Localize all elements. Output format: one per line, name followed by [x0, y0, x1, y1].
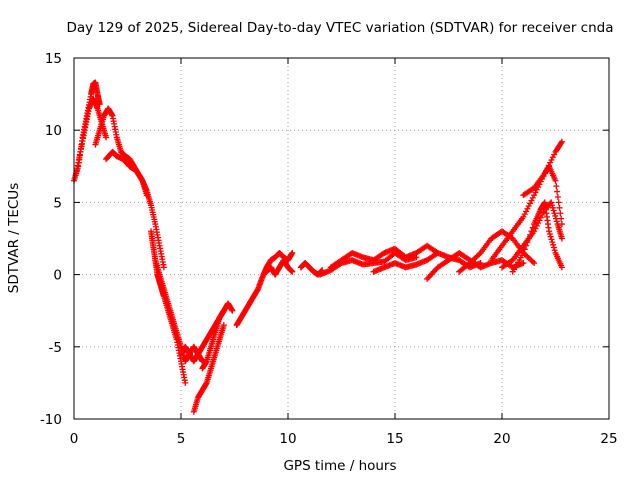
data-point: [289, 249, 296, 256]
data-point: [553, 183, 560, 190]
data-point: [524, 205, 531, 212]
data-point: [520, 249, 527, 256]
data-point: [558, 215, 565, 222]
data-point: [555, 199, 562, 206]
plot-frame: [73, 57, 610, 420]
data-point: [527, 200, 534, 207]
data-point: [557, 210, 564, 217]
data-point: [229, 307, 236, 314]
data-point: [525, 203, 532, 210]
y-tick-label: 5: [53, 195, 62, 211]
data-point: [531, 260, 538, 267]
data-point: [548, 199, 555, 206]
data-point: [550, 244, 557, 251]
data-point: [558, 264, 565, 271]
data-point: [103, 134, 110, 141]
data-point: [529, 224, 536, 231]
data-point: [529, 194, 536, 201]
data-point: [160, 264, 167, 271]
data-point: [532, 189, 539, 196]
x-tick-label: 0: [70, 431, 79, 447]
x-tick-label: 20: [493, 431, 510, 447]
data-point: [537, 214, 544, 221]
data-point: [520, 213, 527, 220]
data-point: [548, 156, 555, 163]
data-point: [553, 218, 560, 225]
data-point: [523, 242, 530, 249]
y-tick-label: 15: [45, 51, 62, 67]
data-marks: [71, 79, 565, 415]
data-point: [528, 228, 535, 235]
data-point: [527, 231, 534, 238]
data-point: [220, 322, 227, 329]
data-point: [550, 207, 557, 214]
chart-title: Day 129 of 2025, Sidereal Day-to-day VTE…: [67, 20, 614, 36]
x-tick-label: 15: [386, 431, 403, 447]
data-point: [521, 246, 528, 253]
data-point: [558, 221, 565, 228]
data-point: [547, 159, 554, 166]
data-point: [546, 228, 553, 235]
y-tick-label: -10: [40, 412, 62, 428]
data-point: [547, 233, 554, 240]
data-point: [528, 197, 535, 204]
data-point: [549, 239, 556, 246]
axis-ticks: 0 5 10 15 20 25 -10 -5 0 5 10 15: [40, 51, 618, 447]
x-axis-label: GPS time / hours: [283, 458, 396, 474]
data-point: [553, 215, 560, 222]
data-point: [520, 260, 527, 267]
data-point: [476, 251, 483, 258]
data-point: [549, 202, 556, 209]
data-point: [558, 138, 565, 145]
y-tick-label: -5: [49, 340, 62, 356]
data-point: [556, 204, 563, 211]
data-point: [551, 151, 558, 158]
data-point: [552, 212, 559, 219]
y-axis-label: SDTVAR / TECUs: [6, 183, 22, 293]
data-point: [524, 239, 531, 246]
data-point: [554, 193, 561, 200]
data-point: [532, 225, 539, 232]
data-point: [551, 210, 558, 217]
data-point: [508, 258, 515, 265]
data-point: [546, 230, 553, 237]
data-point: [549, 204, 556, 211]
data-point: [182, 379, 189, 386]
data-point: [551, 247, 558, 254]
y-tick-label: 0: [53, 268, 62, 284]
x-tick-label: 25: [600, 431, 617, 447]
data-point: [550, 241, 557, 248]
data-point: [525, 235, 532, 242]
data-point: [531, 192, 538, 199]
x-tick-label: 5: [177, 431, 186, 447]
data-point: [523, 208, 530, 215]
data-point: [549, 154, 556, 161]
data-point: [552, 177, 559, 184]
data-point: [558, 235, 565, 242]
y-tick-label: 10: [45, 123, 62, 139]
x-tick-label: 10: [279, 431, 296, 447]
data-point: [554, 188, 561, 195]
data-point: [521, 211, 528, 218]
data-point: [289, 268, 296, 275]
data-point: [548, 236, 555, 243]
data-point: [529, 185, 536, 192]
data-point: [558, 140, 565, 147]
data-point: [529, 258, 536, 265]
